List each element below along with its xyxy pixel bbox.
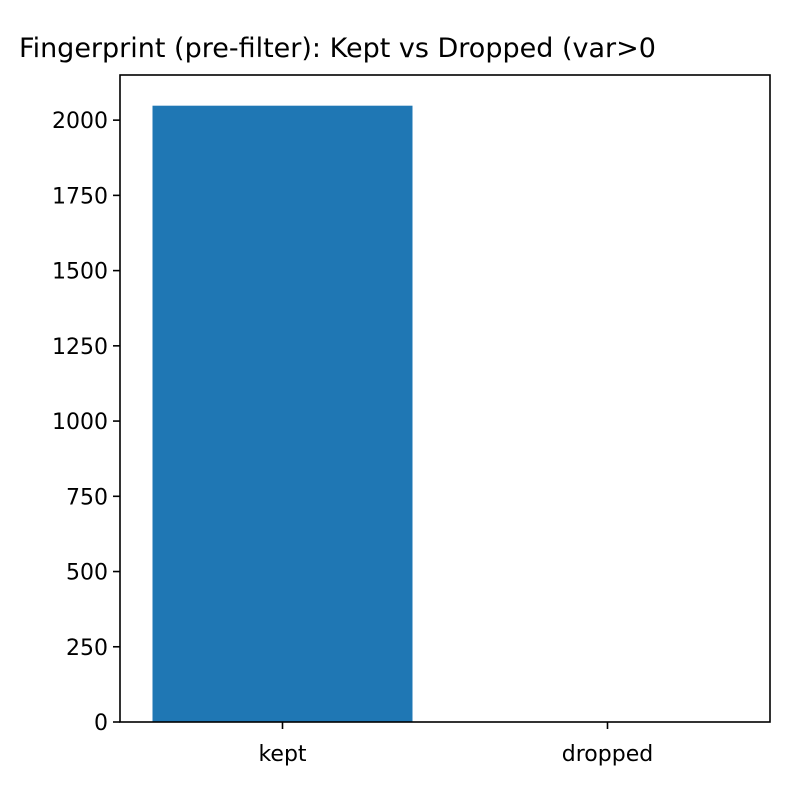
y-tick-label: 2000 [52,109,108,134]
x-tick-label-dropped: dropped [562,742,653,767]
y-tick-label: 1250 [52,335,108,360]
y-tick-label: 1750 [52,184,108,209]
chart-title: Fingerprint (pre-filter): Kept vs Droppe… [19,33,656,64]
bar-kept [152,105,413,722]
y-tick-label: 0 [94,711,108,736]
bars-layer [152,105,413,722]
plot-frame [119,74,771,723]
y-axis: 0 250 500 750 1000 1250 1500 1750 2000 [52,109,120,736]
y-tick-label: 250 [66,636,108,661]
y-tick-label: 500 [66,561,108,586]
y-tick-label: 1000 [52,410,108,435]
y-tick-label: 750 [66,485,108,510]
x-tick-label-kept: kept [258,742,306,767]
y-tick-label: 1500 [52,260,108,285]
x-axis: kept dropped [258,722,653,767]
